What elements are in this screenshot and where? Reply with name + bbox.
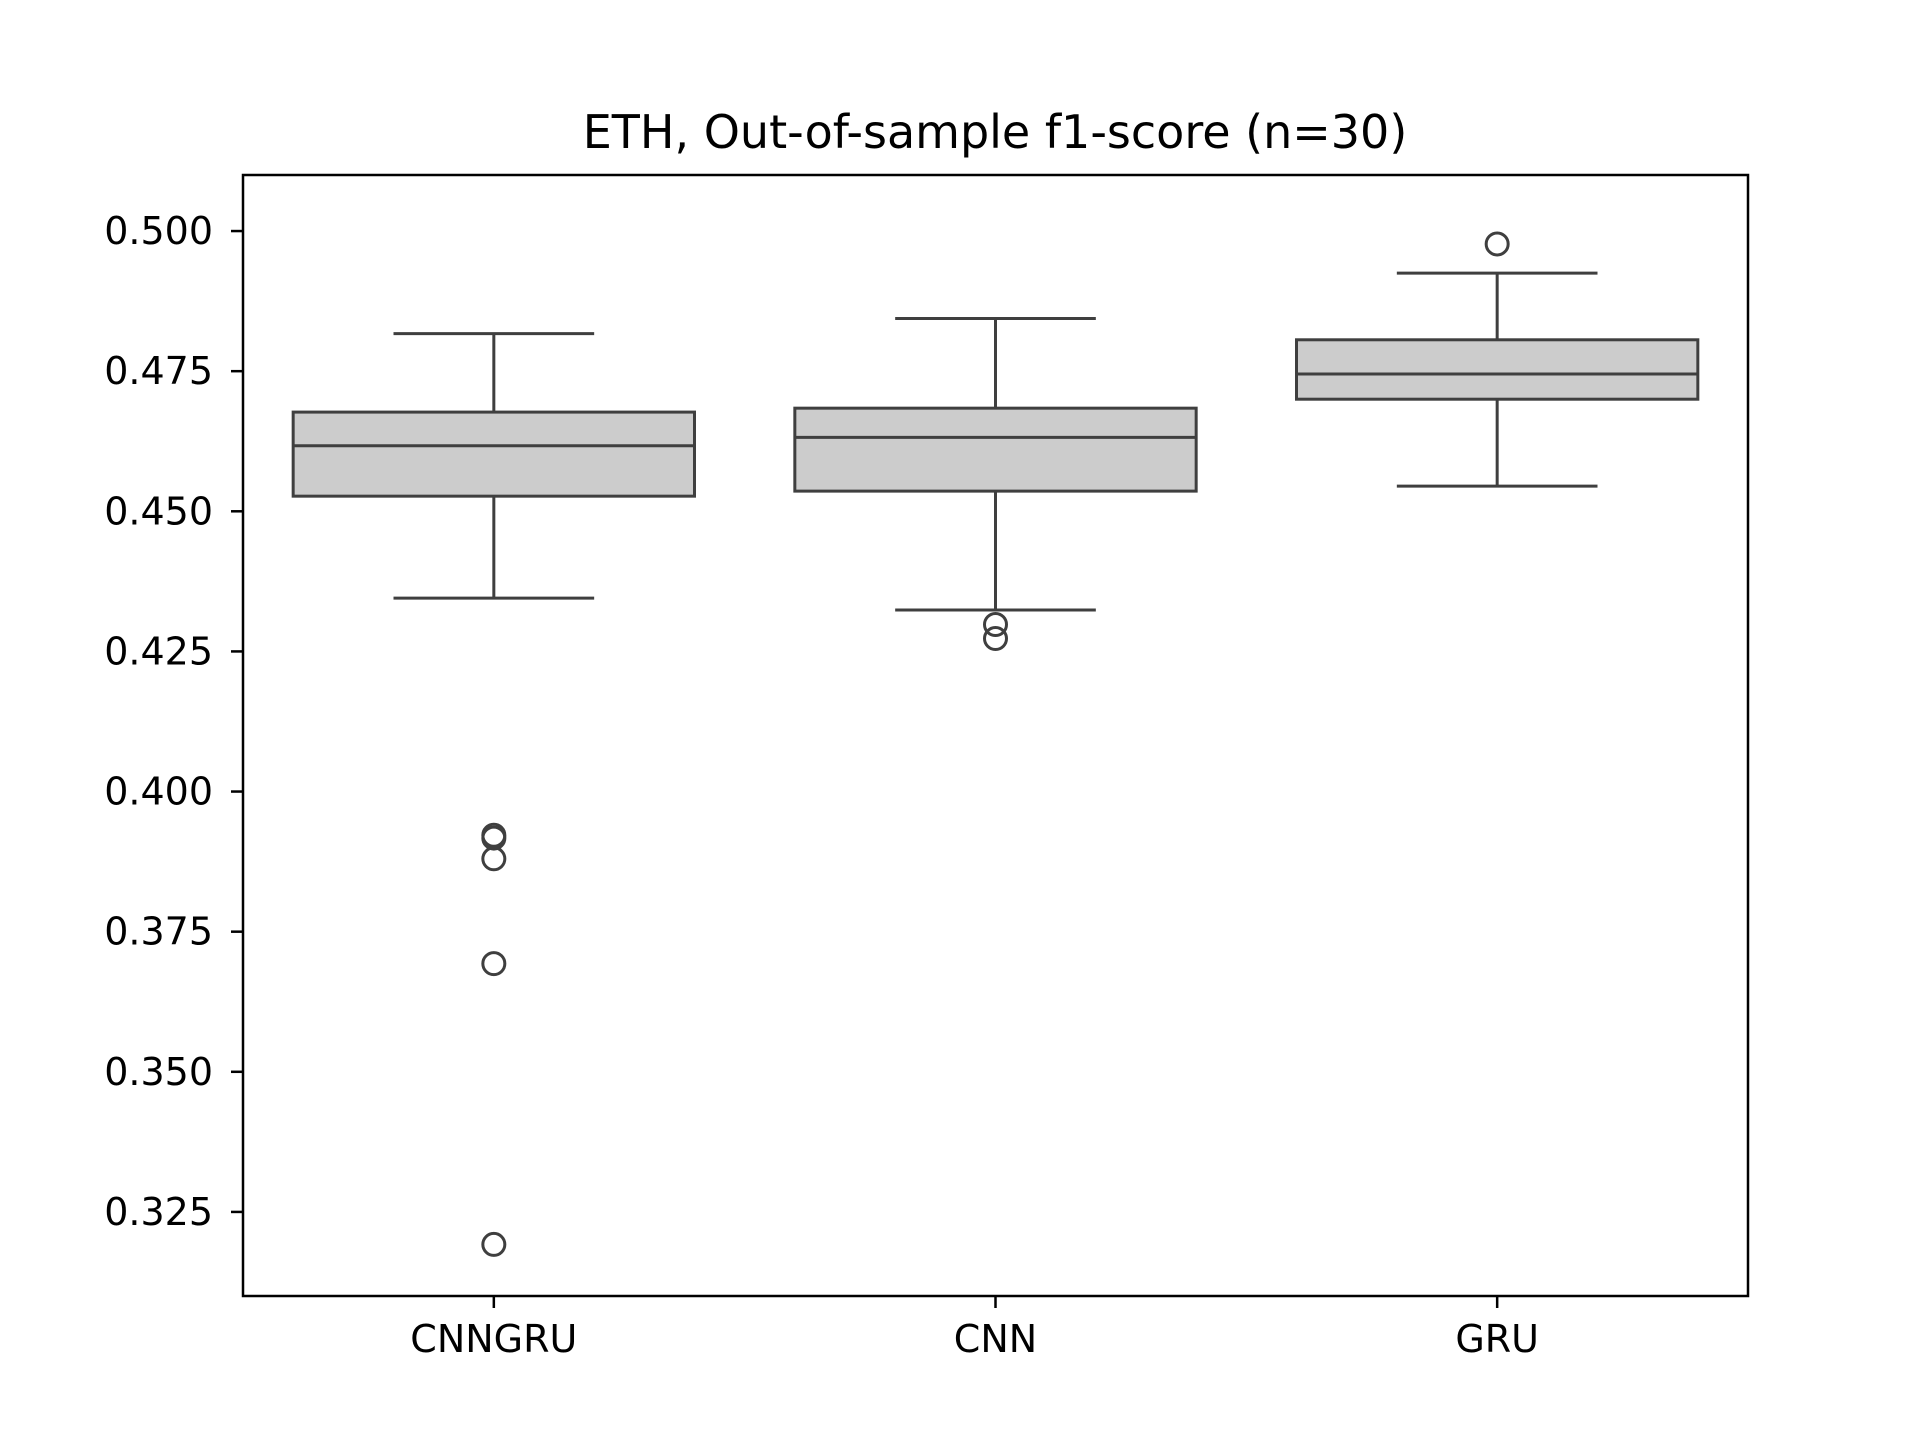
box-group-cnngru [291, 332, 696, 1257]
y-tick-label: 0.500 [104, 209, 213, 253]
box-iqr [793, 406, 1198, 493]
y-tick-label: 0.400 [104, 770, 213, 814]
outlier-point [481, 1231, 507, 1257]
box-group-gru [1295, 231, 1700, 488]
y-tick-label: 0.450 [104, 489, 213, 533]
plot-frame [241, 173, 1750, 1298]
box-group-cnn [793, 316, 1198, 652]
box-iqr [1295, 338, 1700, 401]
ticks-layer: CNNGRU CNN GRU0.3250.3500.3750.4000.4250.4… [104, 209, 1539, 1361]
y-tick-label: 0.350 [104, 1050, 213, 1094]
y-tick-label: 0.475 [104, 349, 213, 393]
boxes-layer [291, 231, 1700, 1257]
x-tick-label: GRU [1455, 1317, 1539, 1361]
outlier-point [983, 612, 1008, 638]
y-tick-label: 0.425 [104, 629, 213, 673]
box-iqr [291, 410, 696, 498]
outlier-point [481, 951, 507, 977]
x-tick-label: CNN [954, 1317, 1037, 1361]
x-tick-label: CNNGRU [410, 1317, 577, 1361]
outlier-point [481, 846, 507, 872]
y-tick-label: 0.325 [104, 1190, 213, 1234]
y-tick-label: 0.375 [104, 910, 213, 954]
outlier-point [1484, 231, 1510, 257]
outlier-point [983, 626, 1008, 652]
chart-title: ETH, Out-of-sample f1-score (n=30) [583, 105, 1408, 159]
